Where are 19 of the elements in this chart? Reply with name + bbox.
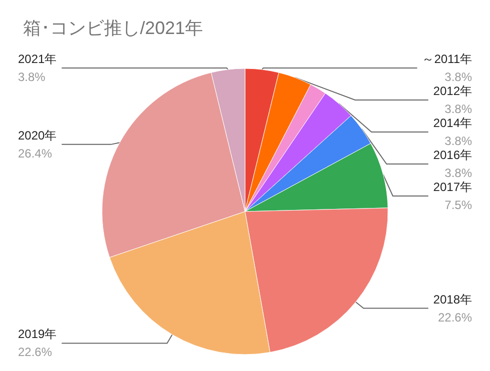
data-label: 3.8% [444,166,472,180]
data-label: 3.8% [444,70,472,84]
slice-label: 2017年 [433,180,472,194]
data-label: 22.6% [438,310,472,324]
chart-title: 箱･コンビ推し/2021年 [23,18,204,38]
data-label: 26.4% [18,146,52,160]
data-label: 7.5% [444,198,472,212]
slice-label: 2016年 [433,148,472,162]
data-label: 3.8% [444,134,472,148]
slice-label: ～2011年 [422,52,472,66]
data-label: 3.8% [444,102,472,116]
slice-label: 2019年 [18,327,57,342]
data-label: 3.8% [18,70,46,84]
slice-label: 2018年 [433,292,472,306]
slice-label: 2021年 [18,52,57,66]
slice-label: 2014年 [433,116,472,130]
slice-label: 2020年 [18,128,57,142]
data-label: 22.6% [18,345,52,360]
slice-label: 2012年 [433,84,472,98]
